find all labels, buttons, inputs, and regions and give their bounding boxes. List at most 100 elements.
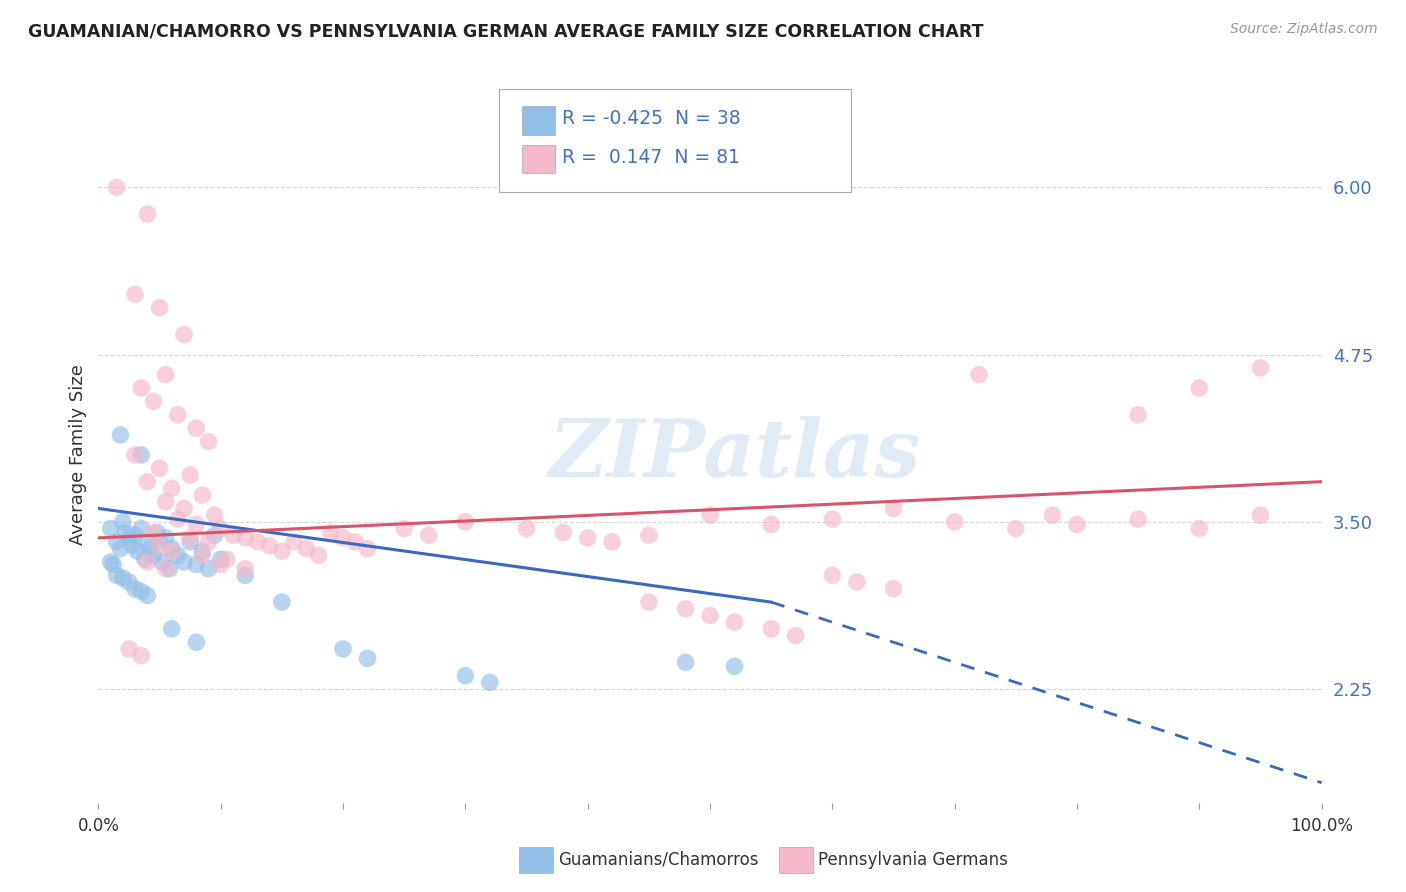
Point xyxy=(179,531,201,545)
Point xyxy=(516,521,538,535)
Point xyxy=(821,512,844,526)
Point xyxy=(149,461,172,475)
Y-axis label: Average Family Size: Average Family Size xyxy=(69,365,87,545)
Point xyxy=(167,548,190,563)
Point xyxy=(155,531,177,545)
Point xyxy=(149,301,172,315)
Point xyxy=(270,595,294,609)
Point xyxy=(173,327,195,342)
Point xyxy=(129,648,152,663)
Point xyxy=(392,521,416,535)
Point xyxy=(197,562,219,576)
Point xyxy=(723,659,745,673)
Point xyxy=(142,525,165,540)
Point xyxy=(209,552,232,566)
Point xyxy=(129,584,152,599)
Point xyxy=(142,394,165,409)
Point xyxy=(160,544,183,558)
Point xyxy=(295,541,318,556)
Point xyxy=(121,539,143,553)
Point xyxy=(638,595,661,609)
Point xyxy=(723,615,745,630)
Point xyxy=(118,531,141,545)
Point xyxy=(129,448,152,462)
Point xyxy=(215,552,238,566)
Point xyxy=(150,555,173,569)
Point xyxy=(110,427,132,442)
Point xyxy=(149,539,172,553)
Point xyxy=(160,481,183,495)
Point xyxy=(186,558,208,572)
Point xyxy=(418,528,440,542)
Point xyxy=(136,589,159,603)
Point xyxy=(179,467,201,482)
Point xyxy=(110,541,132,556)
Point xyxy=(134,552,156,566)
Point xyxy=(142,548,165,563)
Point xyxy=(173,501,195,516)
Point xyxy=(100,555,122,569)
Point xyxy=(100,521,122,535)
Point xyxy=(186,421,208,435)
Point xyxy=(845,574,868,589)
Point xyxy=(222,528,245,542)
Point xyxy=(111,571,134,585)
Point xyxy=(344,534,367,549)
Point xyxy=(186,517,208,532)
Point xyxy=(332,531,354,545)
Point xyxy=(155,368,177,382)
Point xyxy=(283,534,305,549)
Point xyxy=(883,582,905,596)
Point xyxy=(101,558,124,572)
Point xyxy=(136,555,159,569)
Point xyxy=(600,534,623,549)
Point xyxy=(173,555,195,569)
Point xyxy=(160,541,183,556)
Point xyxy=(136,475,159,489)
Point xyxy=(270,544,294,558)
Point xyxy=(1128,512,1150,526)
Point xyxy=(883,501,905,516)
Point xyxy=(127,544,149,558)
Point xyxy=(553,525,575,540)
Point xyxy=(186,635,208,649)
Text: Pennsylvania Germans: Pennsylvania Germans xyxy=(818,851,1008,869)
Point xyxy=(167,512,190,526)
Point xyxy=(204,508,226,523)
Point xyxy=(699,608,721,623)
Point xyxy=(233,568,256,582)
Point xyxy=(105,180,128,194)
Point xyxy=(149,534,172,549)
Point xyxy=(179,534,201,549)
Point xyxy=(1042,508,1064,523)
Point xyxy=(1128,408,1150,422)
Point xyxy=(319,525,342,540)
Text: Guamanians/Chamorros: Guamanians/Chamorros xyxy=(558,851,759,869)
Text: ZIPatlas: ZIPatlas xyxy=(548,417,921,493)
Point xyxy=(124,528,146,542)
Point xyxy=(191,488,214,502)
Point xyxy=(1250,508,1272,523)
Point xyxy=(785,628,807,642)
Point xyxy=(454,669,477,683)
Point xyxy=(308,548,330,563)
Point xyxy=(114,525,136,540)
Point xyxy=(160,622,183,636)
Point xyxy=(332,642,354,657)
Point xyxy=(246,534,269,549)
Point xyxy=(675,601,697,615)
Point xyxy=(356,651,378,665)
Point xyxy=(1004,521,1026,535)
Point xyxy=(105,534,128,549)
Point xyxy=(1250,360,1272,375)
Point xyxy=(233,562,256,576)
Text: Source: ZipAtlas.com: Source: ZipAtlas.com xyxy=(1230,22,1378,37)
Point xyxy=(139,541,162,556)
Point xyxy=(157,562,180,576)
Point xyxy=(1188,381,1211,395)
Text: R =  0.147  N = 81: R = 0.147 N = 81 xyxy=(562,148,741,168)
Point xyxy=(155,494,177,508)
Point xyxy=(146,525,169,540)
Point xyxy=(118,574,141,589)
Point xyxy=(821,568,844,582)
